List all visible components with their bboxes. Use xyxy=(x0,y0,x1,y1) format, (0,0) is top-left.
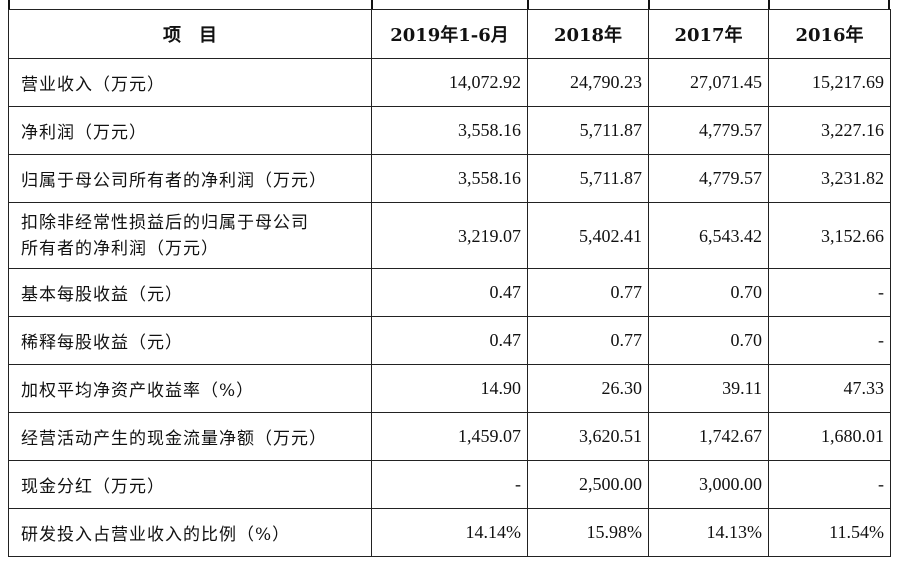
header-2016: 2016年 xyxy=(768,9,891,59)
column-rule xyxy=(8,0,10,10)
row-label: 营业收入（万元） xyxy=(8,58,372,107)
cell-value: 4,779.57 xyxy=(648,106,769,155)
cell-value: 0.47 xyxy=(371,316,528,365)
cell-value: - xyxy=(768,268,891,317)
cell-value: 3,219.07 xyxy=(371,202,528,269)
cell-value: 15.98% xyxy=(527,508,649,557)
cell-value: 11.54% xyxy=(768,508,891,557)
row-label: 基本每股收益（元） xyxy=(8,268,372,317)
cell-value: 3,558.16 xyxy=(371,106,528,155)
cell-value: 4,779.57 xyxy=(648,154,769,203)
cell-value: 1,459.07 xyxy=(371,412,528,461)
column-rule xyxy=(371,0,373,10)
cell-value: 5,402.41 xyxy=(527,202,649,269)
financial-data-table: 项 目 2019年1-6月 2018年 2017年 2016年 营业收入（万元）… xyxy=(8,9,891,557)
table-row: 基本每股收益（元） 0.47 0.77 0.70 - xyxy=(8,268,891,317)
cell-value: 0.47 xyxy=(371,268,528,317)
cell-value: 3,000.00 xyxy=(648,460,769,509)
table-row: 稀释每股收益（元） 0.47 0.77 0.70 - xyxy=(8,316,891,365)
table-row: 研发投入占营业收入的比例（%） 14.14% 15.98% 14.13% 11.… xyxy=(8,508,891,557)
cell-value: 6,543.42 xyxy=(648,202,769,269)
header-2018: 2018年 xyxy=(527,9,649,59)
table-row: 经营活动产生的现金流量净额（万元） 1,459.07 3,620.51 1,74… xyxy=(8,412,891,461)
cell-value: 27,071.45 xyxy=(648,58,769,107)
cell-value: - xyxy=(371,460,528,509)
row-label-line-2: 所有者的净利润（万元） xyxy=(21,238,219,259)
cell-value: 0.77 xyxy=(527,316,649,365)
cell-value: 3,152.66 xyxy=(768,202,891,269)
cell-value: 0.70 xyxy=(648,316,769,365)
column-rule xyxy=(768,0,770,10)
row-label: 加权平均净资产收益率（%） xyxy=(8,364,372,413)
cell-value: 14.13% xyxy=(648,508,769,557)
cell-value: 1,680.01 xyxy=(768,412,891,461)
cell-value: 0.77 xyxy=(527,268,649,317)
cell-value: - xyxy=(768,316,891,365)
cell-value: 5,711.87 xyxy=(527,106,649,155)
cell-value: 14.90 xyxy=(371,364,528,413)
row-label: 研发投入占营业收入的比例（%） xyxy=(8,508,372,557)
header-2017: 2017年 xyxy=(648,9,769,59)
cell-value: 14.14% xyxy=(371,508,528,557)
cell-value: 26.30 xyxy=(527,364,649,413)
cell-value: 24,790.23 xyxy=(527,58,649,107)
table-row: 扣除非经常性损益后的归属于母公司 所有者的净利润（万元） 3,219.07 5,4… xyxy=(8,202,891,269)
cell-value: 3,620.51 xyxy=(527,412,649,461)
table-row: 净利润（万元） 3,558.16 5,711.87 4,779.57 3,227… xyxy=(8,106,891,155)
cell-value: 5,711.87 xyxy=(527,154,649,203)
cell-value: 14,072.92 xyxy=(371,58,528,107)
cell-value: - xyxy=(768,460,891,509)
cell-value: 3,231.82 xyxy=(768,154,891,203)
row-label: 稀释每股收益（元） xyxy=(8,316,372,365)
cell-value: 2,500.00 xyxy=(527,460,649,509)
table-row: 加权平均净资产收益率（%） 14.90 26.30 39.11 47.33 xyxy=(8,364,891,413)
column-rule xyxy=(888,0,890,10)
row-label: 归属于母公司所有者的净利润（万元） xyxy=(8,154,372,203)
table-row: 现金分红（万元） - 2,500.00 3,000.00 - xyxy=(8,460,891,509)
table-row: 营业收入（万元） 14,072.92 24,790.23 27,071.45 1… xyxy=(8,58,891,107)
cell-value: 3,227.16 xyxy=(768,106,891,155)
row-label: 净利润（万元） xyxy=(8,106,372,155)
row-label: 现金分红（万元） xyxy=(8,460,372,509)
cell-value: 47.33 xyxy=(768,364,891,413)
table-header-row: 项 目 2019年1-6月 2018年 2017年 2016年 xyxy=(8,9,891,59)
table-top-border-fragment xyxy=(0,0,898,10)
row-label: 扣除非经常性损益后的归属于母公司 所有者的净利润（万元） xyxy=(8,202,372,269)
table-row: 归属于母公司所有者的净利润（万元） 3,558.16 5,711.87 4,77… xyxy=(8,154,891,203)
cell-value: 3,558.16 xyxy=(371,154,528,203)
cell-value: 39.11 xyxy=(648,364,769,413)
row-label: 经营活动产生的现金流量净额（万元） xyxy=(8,412,372,461)
column-rule xyxy=(648,0,650,10)
cell-value: 1,742.67 xyxy=(648,412,769,461)
row-label-line-1: 扣除非经常性损益后的归属于母公司 xyxy=(21,212,309,233)
header-2019h1: 2019年1-6月 xyxy=(371,9,528,59)
cell-value: 15,217.69 xyxy=(768,58,891,107)
column-rule xyxy=(527,0,529,10)
header-item: 项 目 xyxy=(8,9,372,59)
cell-value: 0.70 xyxy=(648,268,769,317)
